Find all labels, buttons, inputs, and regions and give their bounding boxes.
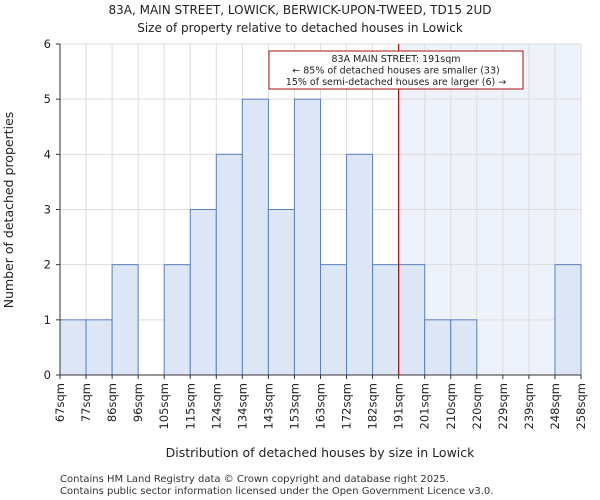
x-tick-label: 115sqm: [183, 383, 197, 429]
chart-subtitle: Size of property relative to detached ho…: [137, 21, 463, 35]
y-tick-label: 2: [44, 258, 51, 272]
x-tick-label: 67sqm: [53, 383, 67, 422]
footer-line-1: Contains HM Land Registry data © Crown c…: [60, 474, 449, 485]
histogram-bar: [346, 153, 374, 376]
annotation-line: 83A MAIN STREET: 191sqm: [331, 54, 460, 65]
histogram-bar: [398, 264, 426, 376]
x-tick-label: 239sqm: [522, 383, 536, 429]
y-tick-label: 6: [44, 37, 51, 51]
histogram-bar: [111, 264, 139, 376]
histogram-bar: [267, 209, 295, 376]
histogram-bar: [163, 264, 191, 376]
histogram-bar: [189, 209, 217, 376]
annotation-line: 15% of semi-detached houses are larger (…: [286, 77, 506, 88]
histogram-bar: [85, 319, 113, 376]
histogram-bar: [372, 264, 400, 376]
annotation-line: ← 85% of detached houses are smaller (33…: [292, 66, 499, 77]
x-tick-label: 258sqm: [574, 383, 588, 429]
x-tick-label: 96sqm: [131, 383, 145, 422]
histogram-bar: [450, 319, 478, 376]
x-tick-label: 163sqm: [314, 383, 328, 429]
x-tick-label: 210sqm: [444, 383, 458, 429]
histogram-bar: [59, 319, 87, 376]
x-tick-label: 201sqm: [418, 383, 432, 429]
plot-area: 0 1 2 3 4 5 6 67sqm 77sqm 86sqm 96sqm 105sqm 115sqm 1…: [44, 37, 588, 429]
x-tick-label: 248sqm: [548, 383, 562, 429]
y-axis-label: Number of detached properties: [1, 112, 16, 309]
x-tick-label: 229sqm: [496, 383, 510, 429]
x-tick-label: 220sqm: [470, 383, 484, 429]
x-tick-label: 143sqm: [261, 383, 275, 429]
x-tick-label: 86sqm: [105, 383, 119, 422]
y-tick-label: 5: [44, 92, 51, 106]
x-tick-label: 134sqm: [235, 383, 249, 429]
histogram-bar: [241, 98, 269, 376]
y-tick-label: 3: [44, 203, 51, 217]
histogram-bar: [424, 319, 452, 376]
x-tick-label: 172sqm: [340, 383, 354, 429]
x-tick-label: 77sqm: [79, 383, 93, 422]
chart-title: 83A, MAIN STREET, LOWICK, BERWICK-UPON-T…: [109, 3, 492, 17]
footer-line-2: Contains public sector information licen…: [60, 486, 493, 497]
x-tick-label: 124sqm: [209, 383, 223, 429]
histogram-bar: [320, 264, 348, 376]
histogram-bar: [215, 153, 243, 376]
y-tick-label: 4: [44, 147, 51, 161]
x-tick-label: 182sqm: [366, 383, 380, 429]
histogram-bar: [554, 264, 582, 376]
y-tick-label: 1: [44, 313, 51, 327]
x-tick-label: 153sqm: [287, 383, 301, 429]
y-tick-label: 0: [44, 368, 51, 382]
annotation-box: [268, 50, 524, 90]
histogram-bar: [293, 98, 322, 376]
x-tick-label: 191sqm: [392, 383, 406, 429]
x-tick-label: 105sqm: [157, 383, 171, 429]
x-axis-label: Distribution of detached houses by size …: [166, 445, 476, 460]
